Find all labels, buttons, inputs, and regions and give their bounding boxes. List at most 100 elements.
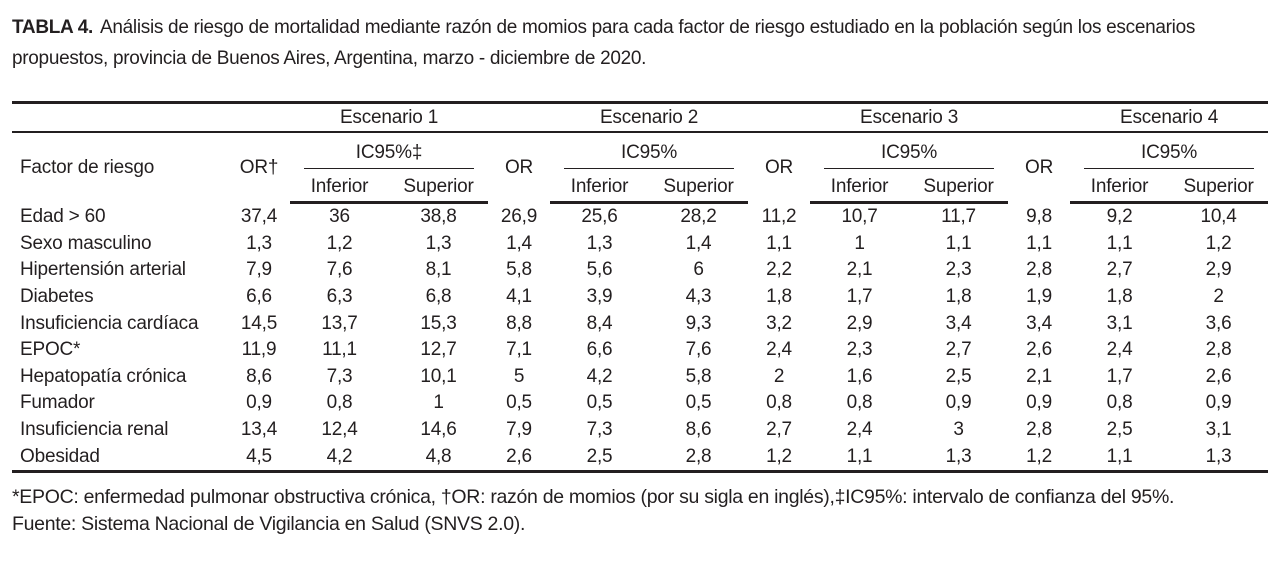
- or-band-spacer: [1008, 102, 1071, 133]
- factor-cell: Hipertensión arterial: [20, 259, 186, 281]
- value-cell: 1,8: [1106, 286, 1133, 308]
- value-cell: 2,3: [846, 339, 873, 361]
- value-cell: 7,3: [586, 419, 613, 441]
- value-cell: 5,8: [685, 365, 712, 387]
- or-band-spacer: [488, 102, 551, 133]
- table-row: Insuficiencia renal 13,4 12,4 14,6 7,9 7,3 8,6…: [12, 417, 1268, 444]
- value-cell: 1,1: [945, 232, 972, 254]
- value-cell: 1,8: [945, 286, 972, 308]
- value-cell: 4,2: [326, 445, 353, 467]
- value-cell: 2,7: [766, 419, 792, 441]
- value-cell: 1,8: [766, 286, 792, 308]
- or-header-4: OR: [1024, 156, 1054, 178]
- value-cell: 0,5: [586, 392, 613, 414]
- value-cell: 2,4: [766, 339, 792, 361]
- value-cell: 13,4: [240, 419, 278, 441]
- value-cell: 2,9: [846, 312, 873, 334]
- value-cell: 13,7: [321, 312, 358, 334]
- value-cell: 1,1: [1026, 232, 1052, 254]
- value-cell: 0,9: [1026, 392, 1052, 414]
- factor-cell: Edad > 60: [20, 205, 106, 227]
- value-cell: 0,9: [945, 392, 972, 414]
- factor-cell: Obesidad: [20, 445, 100, 467]
- value-cell: 3,4: [945, 312, 972, 334]
- value-cell: 3,2: [766, 312, 792, 334]
- value-cell: 26,9: [500, 205, 538, 227]
- value-cell: 4,5: [246, 445, 272, 467]
- superior-header-1: Superior: [389, 172, 489, 204]
- value-cell: 2: [1213, 286, 1224, 308]
- or-band-spacer: [748, 102, 811, 133]
- value-cell: 4,2: [586, 365, 613, 387]
- ic95-header-label-2: IC95%: [564, 142, 735, 169]
- value-cell: 7,9: [246, 259, 272, 281]
- value-cell: 2,3: [945, 259, 972, 281]
- value-cell: 10,7: [841, 206, 878, 228]
- value-cell: 1,2: [766, 445, 792, 467]
- value-cell: 9,2: [1106, 206, 1133, 228]
- value-cell: 2,8: [1026, 419, 1052, 441]
- factor-cell: Insuficiencia renal: [20, 419, 169, 441]
- value-cell: 2,5: [1106, 419, 1133, 441]
- value-cell: 2,8: [1205, 339, 1232, 361]
- value-cell: 1,2: [1026, 445, 1052, 467]
- value-cell: 0,8: [766, 392, 792, 414]
- value-cell: 3,1: [1205, 419, 1232, 441]
- value-cell: 0,9: [1205, 392, 1232, 414]
- superior-header-3: Superior: [909, 172, 1009, 204]
- footnote-abbreviations: *EPOC: enfermedad pulmonar obstructiva c…: [12, 485, 1175, 508]
- value-cell: 1,2: [326, 232, 353, 254]
- scenario-header-2: Escenario 2: [550, 102, 749, 133]
- value-cell: 3,1: [1106, 312, 1133, 334]
- ic95-header-label-3: IC95%: [824, 142, 995, 169]
- or-header-3: OR: [764, 156, 794, 178]
- value-cell: 1,3: [586, 232, 613, 254]
- value-cell: 2,9: [1205, 259, 1232, 281]
- value-cell: 2,5: [945, 365, 972, 387]
- value-cell: 5,6: [586, 259, 613, 281]
- value-cell: 4,3: [685, 286, 712, 308]
- value-cell: 1,4: [685, 232, 712, 254]
- table-caption-text: Análisis de riesgo de mortalidad mediant…: [12, 17, 1196, 69]
- factor-cell: Hepatopatía crónica: [20, 365, 187, 387]
- value-cell: 2,7: [1106, 259, 1133, 281]
- value-cell: 11,9: [241, 339, 277, 361]
- inferior-header-3: Inferior: [810, 172, 910, 204]
- value-cell: 1,1: [1106, 445, 1133, 467]
- table-row: Insuficiencia cardíaca 14,5 13,7 15,3 8,8 8,4…: [12, 310, 1268, 337]
- ic95-header-1: IC95%‡: [290, 132, 488, 172]
- ic95-header-label-1: IC95%‡: [304, 142, 475, 169]
- value-cell: 12,7: [420, 339, 457, 361]
- factor-cell: Diabetes: [20, 286, 94, 308]
- value-cell: 2,1: [1026, 365, 1052, 387]
- value-cell: 8,6: [246, 365, 272, 387]
- value-cell: 2: [773, 365, 785, 387]
- value-cell: 0,5: [506, 392, 532, 414]
- table-row: Edad > 60 37,4 36 38,8 26,9 25,6 28,2 11,2 10,7 1…: [12, 203, 1268, 231]
- value-cell: 3,9: [586, 286, 613, 308]
- ic95-header-3: IC95%: [810, 132, 1008, 172]
- value-cell: 1,1: [1106, 232, 1133, 254]
- value-cell: 0,9: [246, 392, 272, 414]
- table-row: Obesidad 4,5 4,2 4,8 2,6 2,5 2,8 1,2 1,1 1,3 1,2 1,…: [12, 443, 1268, 471]
- value-cell: 11,7: [941, 206, 976, 228]
- value-cell: 1: [433, 392, 444, 414]
- value-cell: 0,8: [326, 392, 353, 414]
- value-cell: 6,3: [326, 286, 353, 308]
- footnotes: *EPOC: enfermedad pulmonar obstructiva c…: [12, 484, 1268, 538]
- factor-cell: EPOC*: [20, 339, 81, 361]
- table-row: Hepatopatía crónica 8,6 7,3 10,1 5 4,2 5,8 2 1,6…: [12, 364, 1268, 391]
- value-cell: 1: [854, 232, 865, 254]
- value-cell: 36: [329, 206, 350, 228]
- scenario-header-3: Escenario 3: [810, 102, 1009, 133]
- or-band-spacer: [228, 102, 290, 133]
- value-cell: 38,8: [420, 206, 457, 228]
- value-cell: 0,8: [1106, 392, 1133, 414]
- value-cell: 2,5: [586, 445, 613, 467]
- value-cell: 7,9: [506, 419, 532, 441]
- value-cell: 1,3: [1205, 445, 1232, 467]
- value-cell: 6: [693, 259, 704, 281]
- inferior-header-4: Inferior: [1070, 172, 1170, 204]
- value-cell: 8,1: [425, 259, 452, 281]
- value-cell: 6,6: [246, 286, 272, 308]
